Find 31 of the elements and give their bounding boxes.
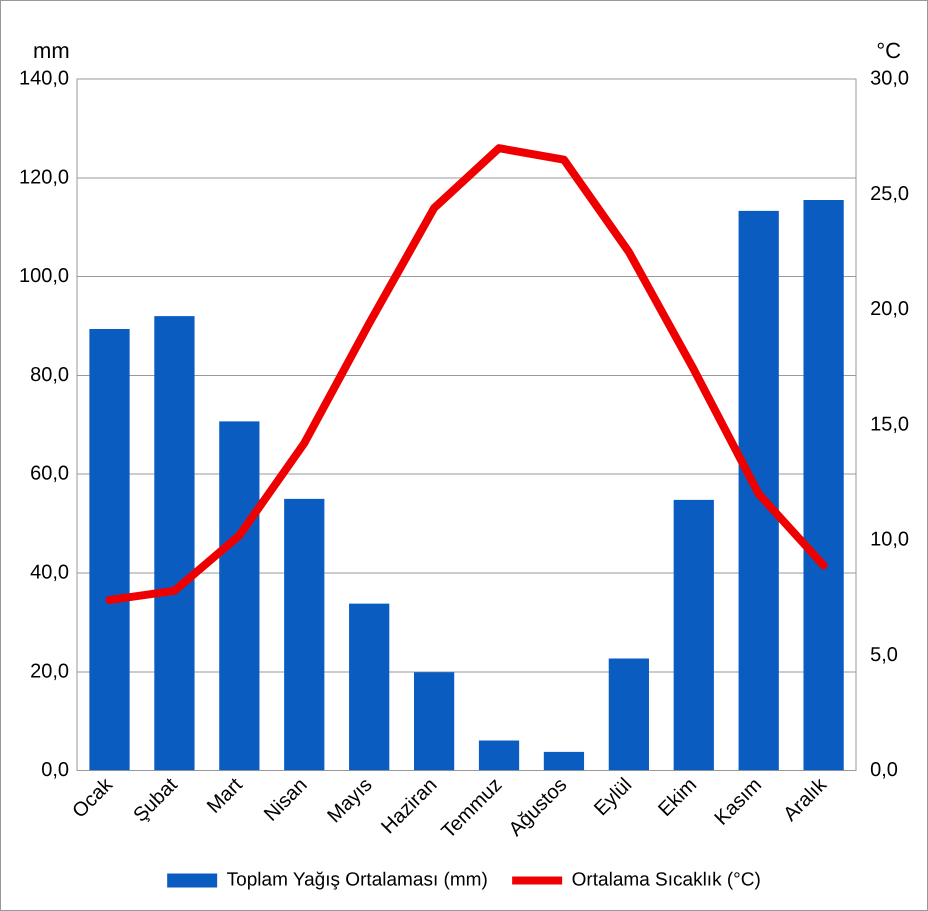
y-tick-label: 0,0: [41, 759, 70, 782]
y2-tick-label: 5,0: [870, 644, 898, 666]
y2-tick-label: 10,0: [870, 528, 910, 551]
y2-tick-label: 15,0: [870, 413, 910, 436]
y-tick-label: 40,0: [30, 562, 70, 584]
bar: [349, 604, 390, 770]
y-tick-label: 140,0: [18, 68, 70, 90]
y-axis-title: mm: [33, 38, 70, 64]
bar: [544, 752, 584, 770]
bar: [478, 740, 520, 770]
y-tick-label: 80,0: [30, 364, 70, 386]
legend-label: Ortalama Sıcaklık (°C): [572, 870, 761, 891]
bar: [414, 672, 454, 770]
bar: [674, 500, 714, 770]
bar: [219, 421, 260, 770]
y2-tick-label: 0,0: [870, 759, 898, 782]
bar: [284, 498, 324, 770]
y-tick-label: 120,0: [18, 166, 70, 188]
bar: [803, 200, 844, 770]
bar: [154, 316, 195, 770]
y2-tick-label: 25,0: [870, 182, 910, 205]
y2-tick-label: 20,0: [870, 298, 910, 320]
bar: [608, 658, 649, 770]
bar: [89, 328, 130, 770]
y-tick-label: 20,0: [30, 660, 70, 682]
y2-axis-title: °C: [876, 38, 902, 64]
y-tick-label: 100,0: [18, 265, 70, 288]
y-tick-label: 60,0: [30, 462, 70, 485]
y2-tick-label: 30,0: [870, 68, 910, 90]
legend-label: Toplam Yağış Ortalaması (mm): [226, 870, 488, 891]
bar: [738, 210, 779, 770]
